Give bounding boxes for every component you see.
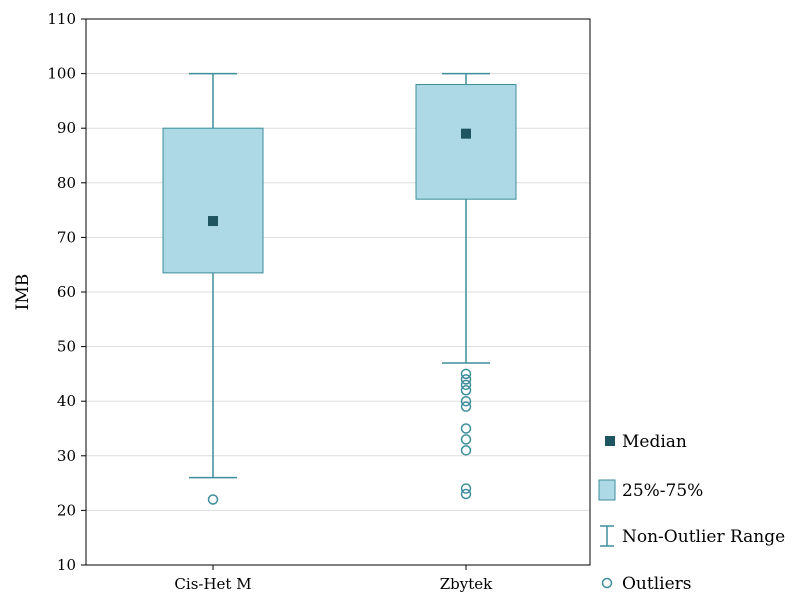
outlier-point — [460, 423, 472, 434]
legend-median-swatch — [605, 436, 615, 446]
median-marker — [208, 216, 218, 227]
box-series — [162, 72, 517, 505]
y-axis-label: IMB — [13, 274, 33, 311]
outlier-point — [460, 434, 472, 445]
y-axis: 10 20 30 40 50 60 70 80 90 100 110 — [47, 10, 86, 574]
x-axis: Cis-Het M Zbytek — [174, 565, 493, 593]
outlier-point — [460, 401, 472, 412]
iqr-box — [162, 127, 264, 274]
y-tick-label: 70 — [57, 228, 76, 246]
legend-box-swatch — [598, 479, 616, 501]
y-tick-label: 20 — [57, 501, 76, 519]
outlier-point — [460, 379, 472, 391]
legend-label: Non-Outlier Range — [622, 527, 785, 547]
outlier-point — [460, 368, 472, 380]
y-tick-label: 10 — [57, 556, 76, 574]
y-tick-label: 40 — [57, 392, 76, 410]
median-marker — [461, 128, 471, 139]
x-tick-label: Zbytek — [440, 575, 493, 593]
legend: Median 25%-75% Non-Outlier Range Outliers — [598, 432, 785, 594]
iqr-box — [415, 84, 517, 200]
outlier-point — [460, 385, 472, 396]
y-tick-label: 110 — [47, 10, 76, 28]
y-tick-label: 50 — [57, 338, 76, 356]
y-tick-label: 90 — [57, 119, 76, 137]
outlier-point — [207, 494, 219, 505]
x-tick-label: Cis-Het M — [174, 575, 251, 593]
box-group — [162, 72, 264, 505]
outlier-point — [460, 445, 472, 456]
outlier-point — [460, 374, 472, 385]
legend-label: 25%-75% — [622, 481, 703, 501]
y-tick-label: 80 — [57, 174, 76, 192]
legend-outlier-swatch — [601, 577, 613, 589]
outlier-point — [460, 395, 472, 407]
legend-label: Median — [622, 432, 687, 452]
y-tick-label: 60 — [57, 283, 76, 301]
box-group — [415, 72, 517, 500]
y-tick-label: 30 — [57, 447, 76, 465]
outlier-point — [460, 488, 472, 500]
y-tick-label: 100 — [47, 65, 76, 83]
legend-label: Outliers — [622, 574, 692, 594]
outlier-point — [460, 483, 472, 494]
